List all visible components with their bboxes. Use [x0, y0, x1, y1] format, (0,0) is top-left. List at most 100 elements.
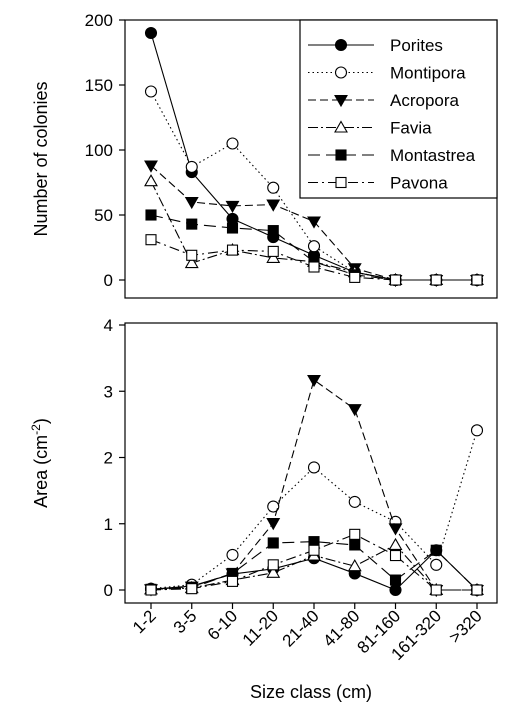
legend-item-porites: Porites: [308, 36, 443, 55]
area-point-porites: [389, 583, 402, 597]
area-point-pavona: [145, 584, 157, 596]
area-point-acropora: [307, 374, 321, 388]
legend-marker-montipora: [334, 66, 348, 79]
colonies-point-porites: [144, 26, 158, 40]
area-point-favia: [266, 565, 281, 578]
area-point-pavona: [267, 559, 279, 571]
x-tick-label: 21-40: [279, 606, 323, 650]
area-y-axis-title-text: Area (cm: [31, 435, 51, 508]
colonies-chart-panel: 0 50 100 150 200 Porites Montipora Acropora Fav…: [31, 11, 498, 299]
colonies-point-acropora: [307, 216, 321, 229]
colonies-point-pavona: [471, 274, 483, 286]
area-point-pavona: [389, 549, 402, 562]
area-y-tick-label: 2: [104, 449, 113, 468]
colonies-point-pavona: [226, 244, 239, 256]
colonies-point-pavona: [267, 245, 279, 257]
colonies-point-montastrea: [145, 209, 157, 221]
area-point-montipora: [307, 461, 321, 474]
colonies-point-montastrea: [186, 218, 198, 230]
colonies-point-acropora: [225, 200, 240, 214]
colonies-y-tick-label: 100: [85, 141, 113, 160]
area-series-montipora: [144, 424, 484, 595]
x-tick-label: 6-10: [204, 606, 241, 643]
colonies-point-montastrea: [267, 225, 279, 237]
legend-label-pavona: Pavona: [390, 174, 448, 193]
x-tick-label: 3-5: [170, 606, 201, 637]
area-point-favia: [347, 559, 362, 572]
area-point-montastrea: [389, 574, 402, 586]
area-plot-frame: [124, 322, 498, 604]
area-point-montipora: [267, 500, 280, 513]
area-series-line-acropora: [150, 379, 477, 591]
colonies-point-acropora: [184, 196, 199, 210]
colonies-point-montipora: [144, 85, 158, 98]
area-y-tick-label: 3: [104, 382, 113, 401]
area-point-pavona: [349, 528, 361, 540]
area-point-pavona: [186, 583, 198, 595]
legend-marker-favia: [334, 120, 348, 133]
legend-label-montipora: Montipora: [390, 64, 466, 83]
area-point-acropora: [266, 518, 281, 531]
colonies-point-montipora: [307, 240, 321, 253]
legend-box: [299, 19, 498, 199]
legend-item-favia: Favia: [308, 119, 432, 138]
colonies-point-montipora: [226, 137, 239, 150]
area-y-axis-title: Area (cm-2): [29, 418, 51, 508]
legend-marker-pavona: [335, 176, 347, 189]
area-series-line-montipora: [150, 430, 478, 590]
area-point-montastrea: [349, 539, 361, 551]
area-series-group: [144, 374, 484, 598]
legend: Porites Montipora Acropora Favia Montastrea P…: [299, 19, 498, 199]
colonies-y-tick-label: 0: [104, 271, 113, 290]
legend-marker-acropora: [334, 94, 348, 108]
area-series-pavona: [145, 528, 483, 596]
area-point-acropora: [388, 523, 403, 536]
x-tick-label: 11-20: [239, 606, 282, 649]
legend-marker-montastrea: [335, 149, 347, 161]
area-point-montastrea: [267, 537, 279, 549]
legend-label-favia: Favia: [390, 119, 432, 138]
colonies-point-favia: [184, 255, 199, 269]
legend-marker-porites: [334, 38, 348, 52]
colonies-y-tick-label: 200: [85, 11, 113, 30]
area-point-favia: [388, 537, 403, 551]
area-point-montastrea: [430, 544, 442, 556]
colonies-point-favia: [266, 250, 281, 263]
area-point-montipora: [348, 495, 361, 508]
area-y-tick-label: 4: [104, 316, 113, 335]
colonies-point-montipora: [185, 160, 198, 173]
colonies-point-pavona: [349, 271, 361, 283]
colonies-y-axis-title: Number of colonies: [31, 81, 51, 236]
colonies-point-pavona: [430, 274, 442, 286]
area-point-pavona: [308, 544, 320, 556]
colonies-point-acropora: [266, 199, 281, 212]
legend-item-montipora: Montipora: [308, 64, 466, 83]
area-point-pavona: [471, 584, 483, 596]
legend-label-porites: Porites: [390, 36, 443, 55]
legend-item-pavona: Pavona: [308, 174, 448, 193]
area-series-line-montastrea: [150, 541, 478, 591]
area-y-tick-label: 1: [104, 515, 113, 534]
x-axis-title: Size class (cm): [250, 682, 372, 702]
area-point-pavona: [430, 584, 442, 596]
area-point-montipora: [226, 548, 239, 561]
colonies-y-tick-label: 150: [85, 76, 113, 95]
colonies-point-acropora: [144, 160, 158, 173]
area-point-montipora: [430, 558, 443, 571]
legend-label-montastrea: Montastrea: [390, 146, 476, 165]
colonies-point-montipora: [267, 181, 280, 194]
colonies-y-ticks: 0 50 100 150 200: [85, 11, 125, 290]
area-y-axis-title-close: ): [31, 418, 51, 424]
colonies-point-pavona: [308, 261, 320, 273]
colonies-y-tick-label: 50: [94, 206, 113, 225]
colonies-point-pavona: [389, 274, 402, 286]
colonies-series-pavona: [145, 234, 483, 286]
legend-label-acropora: Acropora: [390, 91, 460, 110]
x-tick-label: >320: [445, 606, 486, 647]
area-point-acropora: [347, 404, 362, 417]
area-y-tick-label: 0: [104, 581, 113, 600]
area-point-montipora: [470, 424, 484, 437]
legend-item-montastrea: Montastrea: [308, 146, 476, 165]
